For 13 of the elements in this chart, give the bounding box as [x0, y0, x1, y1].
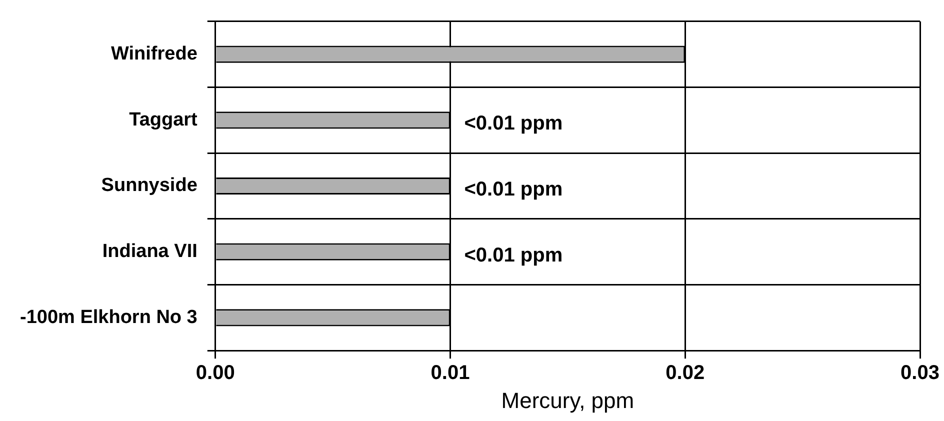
- y-tick-label: -100m Elkhorn No 3: [20, 306, 198, 328]
- y-tick-label: Indiana VII: [102, 241, 198, 262]
- data-label: <0.01 ppm: [464, 178, 563, 201]
- x-tick-label: 0.01: [430, 362, 470, 384]
- y-tick-label: Sunnyside: [101, 175, 198, 196]
- x-axis-title: Mercury, ppm: [501, 388, 634, 413]
- data-label: <0.01 ppm: [464, 244, 563, 266]
- y-tick-label: Taggart: [129, 109, 198, 130]
- x-tick-label: 0.03: [900, 362, 940, 384]
- x-tick-label: 0.00: [196, 362, 235, 384]
- data-label: <0.01 ppm: [464, 112, 563, 135]
- y-tick-label: Winifrede: [110, 44, 198, 65]
- x-tick-label: 0.02: [666, 362, 705, 384]
